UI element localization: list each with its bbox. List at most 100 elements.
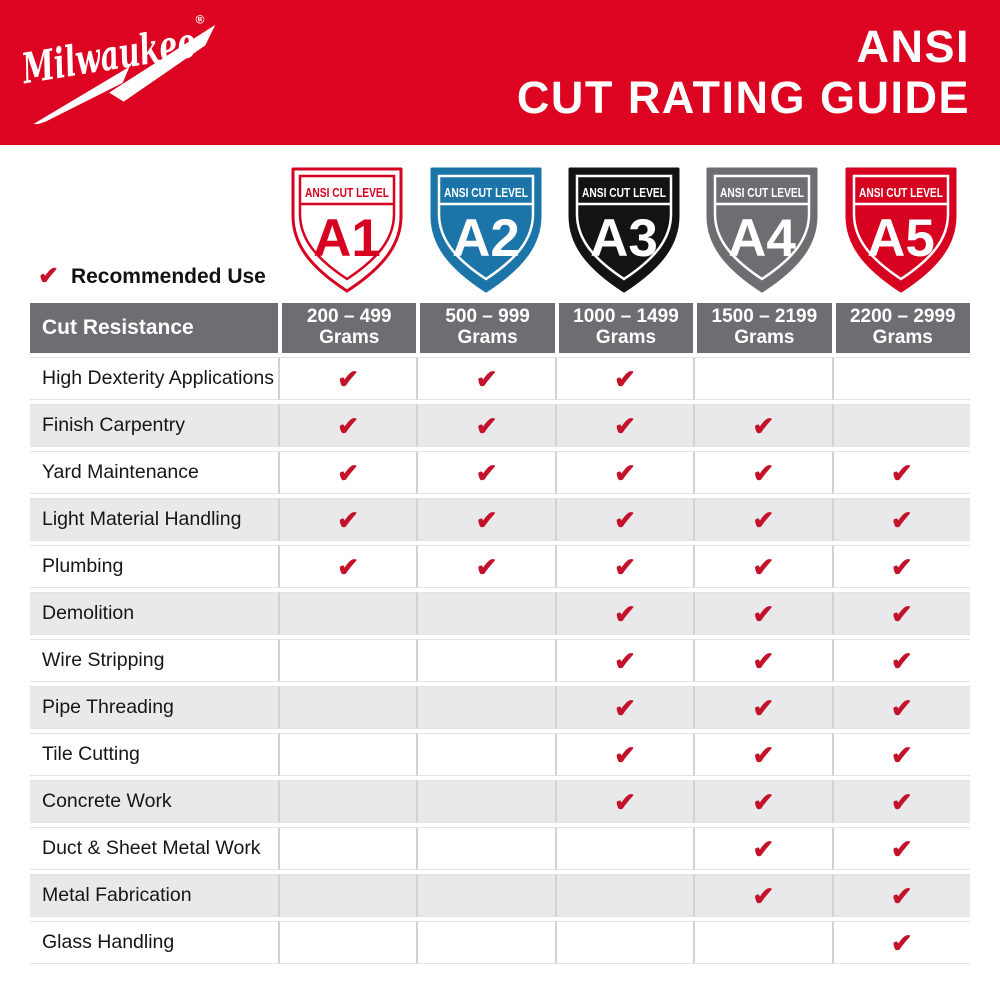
badge-level: A4	[728, 209, 796, 268]
check-cell: ✔	[831, 498, 970, 541]
check-cell: ✔	[554, 404, 694, 447]
column-header-cut-resistance: Cut Resistance	[30, 303, 278, 353]
check-cell	[416, 686, 555, 729]
check-cell: ✔	[831, 780, 970, 823]
row-label: Metal Fabrication	[30, 874, 278, 917]
table-row: Tile Cutting ✔ ✔ ✔	[30, 733, 970, 776]
check-cell: ✔	[554, 686, 694, 729]
check-cell: ✔	[693, 451, 832, 494]
check-cell	[278, 639, 417, 682]
gram-range: 2200 – 2999	[849, 306, 956, 328]
shield-inner-border	[713, 174, 811, 281]
table-row: High Dexterity Applications ✔ ✔ ✔	[30, 357, 970, 400]
gram-unit: Grams	[319, 327, 380, 348]
check-cell: ✔	[416, 451, 555, 494]
check-cell: ✔	[416, 498, 555, 541]
shield-shape	[845, 167, 957, 293]
column-header-a5: 2200 – 2999 Grams	[831, 303, 970, 353]
check-cell: ✔	[416, 545, 555, 588]
badge-caption: ANSI CUT LEVEL	[444, 186, 528, 200]
gram-unit: Grams	[457, 327, 518, 348]
row-label: Pipe Threading	[30, 686, 278, 729]
row-label: High Dexterity Applications	[30, 357, 278, 400]
check-cell: ✔	[831, 686, 970, 729]
milwaukee-logo: Milwaukee ®	[17, 12, 216, 124]
column-header-a1: 200 – 499 Grams	[278, 303, 417, 353]
badge-level: A5	[867, 209, 935, 268]
badge-caption: ANSI CUT LEVEL	[859, 186, 943, 200]
check-cell: ✔	[554, 592, 694, 635]
gram-range: 1000 – 1499	[573, 306, 679, 328]
gram-unit: Grams	[872, 327, 933, 348]
check-cell: ✔	[831, 639, 970, 682]
column-header-a3: 1000 – 1499 Grams	[554, 303, 694, 353]
check-cell: ✔	[554, 780, 694, 823]
table-header-row: Cut Resistance 200 – 499 Grams 500 – 999…	[30, 303, 970, 353]
badge-a3: ANSI CUT LEVEL A3	[562, 164, 686, 296]
lightning-bolt-icon	[26, 66, 130, 124]
row-label: Demolition	[30, 592, 278, 635]
badge-caption: ANSI CUT LEVEL	[305, 186, 389, 200]
cut-level-badges: ANSI CUT LEVEL A1 ANSI CUT LEVEL A2 ANSI…	[0, 164, 1000, 298]
check-cell: ✔	[831, 921, 970, 964]
check-cell	[278, 733, 417, 776]
row-label: Tile Cutting	[30, 733, 278, 776]
shield-shape	[706, 167, 818, 293]
gram-range: 500 – 999	[445, 306, 530, 328]
column-header-a2: 500 – 999 Grams	[416, 303, 555, 353]
check-cell: ✔	[831, 733, 970, 776]
row-label: Glass Handling	[30, 921, 278, 964]
check-cell: ✔	[278, 498, 417, 541]
gram-range: 1500 – 2199	[711, 306, 818, 328]
check-cell	[416, 733, 555, 776]
legend-label: Recommended Use	[70, 264, 266, 288]
table-row: Duct & Sheet Metal Work ✔ ✔	[30, 827, 970, 870]
check-cell: ✔	[693, 827, 832, 870]
badge-level: A1	[313, 209, 381, 268]
shield-shape	[430, 167, 542, 293]
check-cell	[416, 874, 555, 917]
row-label: Yard Maintenance	[30, 451, 278, 494]
check-cell	[278, 827, 417, 870]
check-cell	[416, 639, 555, 682]
shield-inner-border	[575, 174, 673, 281]
check-cell: ✔	[554, 639, 694, 682]
check-cell: ✔	[831, 545, 970, 588]
check-cell: ✔	[693, 639, 832, 682]
check-cell: ✔	[554, 451, 694, 494]
shield-inner-border	[852, 174, 950, 281]
check-cell: ✔	[693, 404, 832, 447]
gram-unit: Grams	[734, 327, 795, 348]
table-row: Glass Handling ✔	[30, 921, 970, 964]
shield-shape	[291, 167, 403, 293]
check-cell	[831, 357, 970, 400]
check-cell: ✔	[278, 545, 417, 588]
check-cell	[278, 874, 417, 917]
check-cell: ✔	[693, 733, 832, 776]
table-row: Metal Fabrication ✔ ✔	[30, 874, 970, 917]
check-cell	[416, 921, 555, 964]
check-cell	[416, 592, 555, 635]
check-cell	[831, 404, 970, 447]
check-cell: ✔	[554, 498, 694, 541]
table-row: Plumbing ✔ ✔ ✔ ✔ ✔	[30, 545, 970, 588]
badge-a4: ANSI CUT LEVEL A4	[700, 164, 824, 296]
check-icon: ✔	[38, 262, 59, 290]
row-label: Plumbing	[30, 545, 278, 588]
table-row: Light Material Handling ✔ ✔ ✔ ✔ ✔	[30, 498, 970, 541]
table-row: Yard Maintenance ✔ ✔ ✔ ✔ ✔	[30, 451, 970, 494]
check-cell	[693, 357, 832, 400]
check-cell: ✔	[278, 357, 417, 400]
check-cell: ✔	[416, 357, 555, 400]
table-row: Wire Stripping ✔ ✔ ✔	[30, 639, 970, 682]
registered-mark: ®	[195, 12, 206, 27]
page-title-line2: CUT RATING GUIDE	[516, 71, 970, 123]
check-cell: ✔	[693, 592, 832, 635]
shield-inner-border	[437, 174, 535, 281]
check-cell: ✔	[693, 780, 832, 823]
check-cell: ✔	[416, 404, 555, 447]
badge-a5: ANSI CUT LEVEL A5	[839, 164, 963, 296]
check-cell	[693, 921, 832, 964]
table-row: Pipe Threading ✔ ✔ ✔	[30, 686, 970, 729]
